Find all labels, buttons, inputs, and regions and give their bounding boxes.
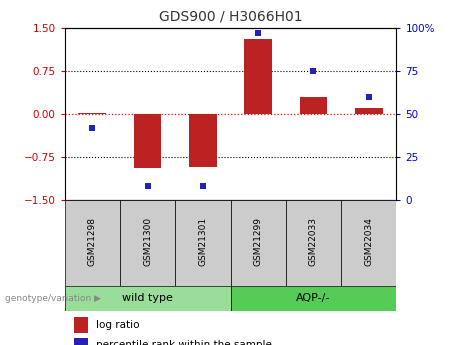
Point xyxy=(254,30,262,36)
Bar xyxy=(74,337,88,345)
Text: GSM21299: GSM21299 xyxy=(254,217,263,266)
Bar xyxy=(286,200,341,286)
Bar xyxy=(120,200,175,286)
Point xyxy=(310,68,317,73)
Bar xyxy=(134,114,161,168)
Bar xyxy=(189,114,217,167)
Text: GSM21298: GSM21298 xyxy=(88,217,97,266)
Bar xyxy=(230,200,286,286)
Text: log ratio: log ratio xyxy=(96,320,140,330)
Point xyxy=(365,94,372,99)
Text: wild type: wild type xyxy=(122,294,173,303)
Bar xyxy=(300,97,327,114)
Text: AQP-/-: AQP-/- xyxy=(296,294,331,303)
Bar xyxy=(355,108,383,114)
Point xyxy=(89,125,96,130)
Bar xyxy=(230,286,396,310)
Bar xyxy=(65,286,230,310)
Bar xyxy=(74,317,88,333)
Text: GSM21300: GSM21300 xyxy=(143,217,152,266)
Text: GSM22033: GSM22033 xyxy=(309,217,318,266)
Bar xyxy=(65,200,120,286)
Bar xyxy=(341,200,396,286)
Point xyxy=(199,184,207,189)
Text: GSM21301: GSM21301 xyxy=(198,217,207,266)
Text: genotype/variation ▶: genotype/variation ▶ xyxy=(5,294,100,303)
Bar xyxy=(175,200,230,286)
Title: GDS900 / H3066H01: GDS900 / H3066H01 xyxy=(159,10,302,24)
Text: percentile rank within the sample: percentile rank within the sample xyxy=(96,341,272,345)
Bar xyxy=(244,39,272,114)
Point xyxy=(144,184,151,189)
Text: GSM22034: GSM22034 xyxy=(364,217,373,266)
Bar xyxy=(78,113,106,114)
